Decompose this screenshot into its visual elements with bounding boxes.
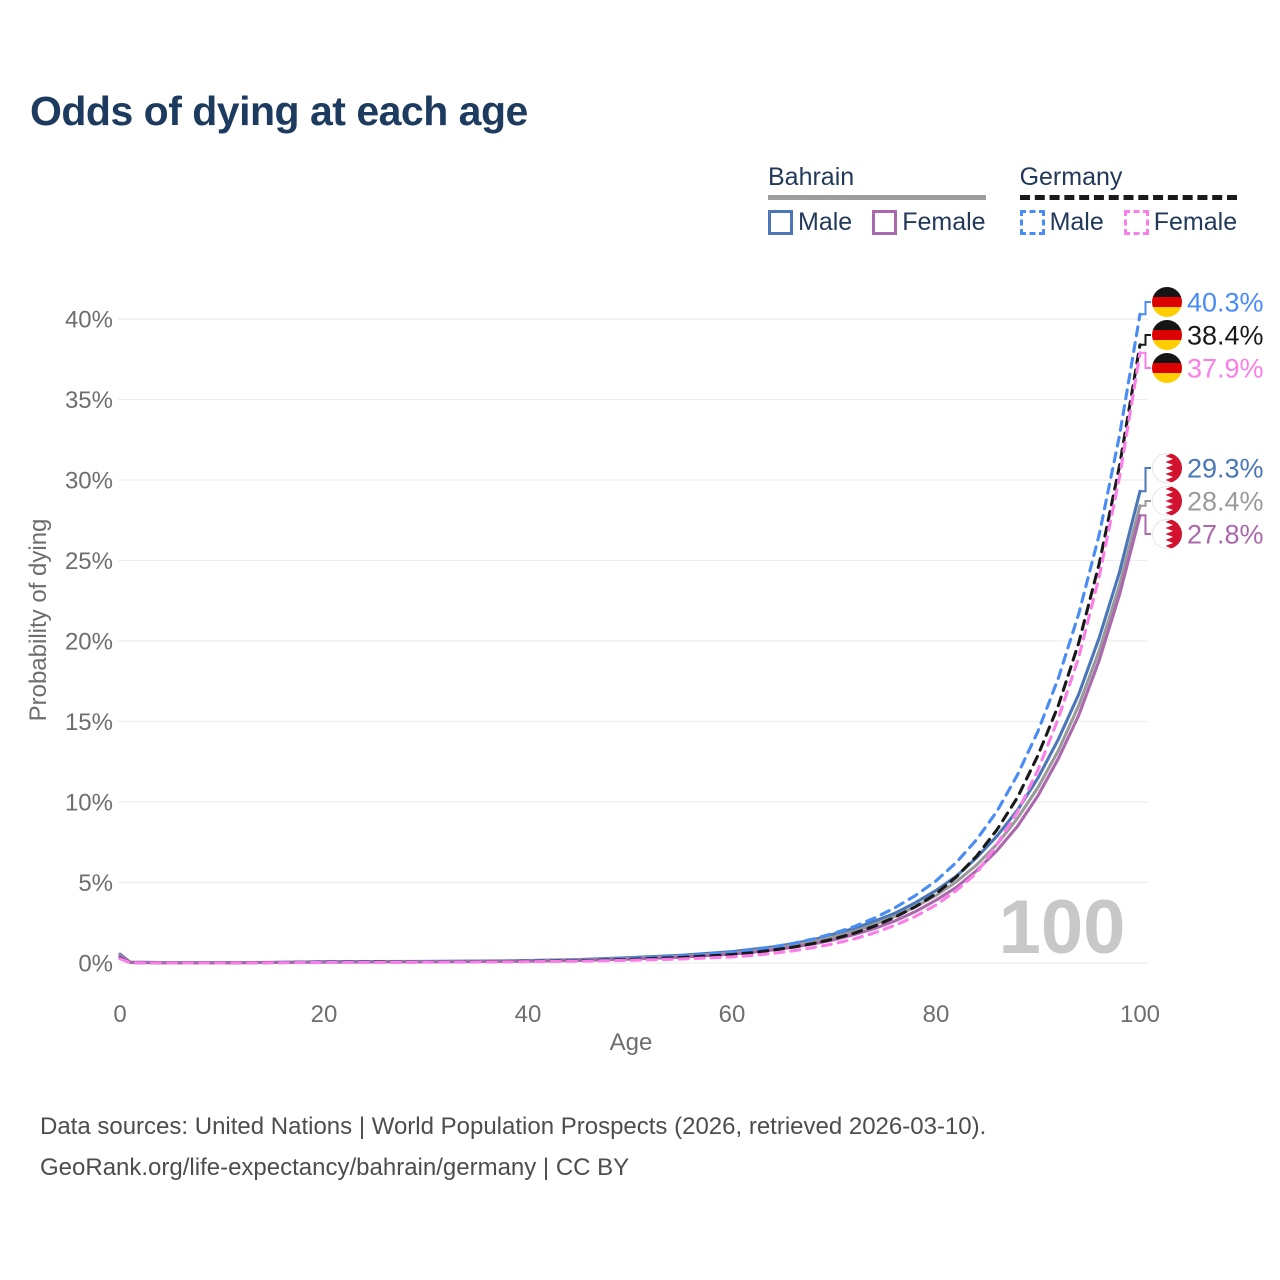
end-value-label-bahrain-male: 29.3% bbox=[1187, 454, 1264, 484]
y-axis-title: Probability of dying bbox=[25, 519, 52, 722]
x-tick-label: 40 bbox=[515, 1001, 542, 1028]
legend-item-bahrain-male[interactable]: Male bbox=[768, 208, 852, 237]
end-value-label-germany-total: 38.4% bbox=[1187, 321, 1264, 351]
legend-label-bahrain-male: Male bbox=[798, 208, 853, 236]
data-source-footer: Data sources: United Nations | World Pop… bbox=[40, 1106, 986, 1188]
age-watermark: 100 bbox=[999, 885, 1126, 970]
end-label-connector-germany-female bbox=[1141, 351, 1151, 369]
x-tick-label: 60 bbox=[719, 1001, 746, 1028]
series-line-germany-male[interactable] bbox=[118, 312, 1142, 965]
bahrain-male-swatch-icon bbox=[768, 210, 793, 235]
bahrain-flag-icon bbox=[1152, 486, 1182, 516]
end-label-connector-bahrain-male bbox=[1141, 467, 1151, 493]
germany-flag-icon bbox=[1152, 320, 1182, 350]
legend-label-germany-male: Male bbox=[1049, 208, 1104, 236]
legend-country-germany[interactable]: Germany bbox=[1019, 163, 1123, 191]
end-label-connector-germany-total bbox=[1141, 334, 1151, 346]
y-tick-label: 40% bbox=[65, 307, 113, 334]
y-tick-label: 30% bbox=[65, 468, 113, 495]
legend-items-bahrain: Male Female bbox=[768, 208, 986, 237]
germany-flag-icon bbox=[1152, 287, 1182, 317]
germany-flag-icon bbox=[1152, 353, 1182, 383]
germany-female-swatch-icon bbox=[1123, 210, 1149, 235]
legend-item-germany-female[interactable]: Female bbox=[1123, 208, 1238, 237]
x-tick-label: 20 bbox=[311, 1001, 338, 1028]
end-label-connector-bahrain-total bbox=[1141, 500, 1151, 507]
end-label-connector-bahrain-female bbox=[1141, 514, 1151, 535]
end-value-label-bahrain-female: 27.8% bbox=[1187, 520, 1264, 550]
y-tick-label: 25% bbox=[65, 548, 113, 575]
series-line-bahrain-total[interactable] bbox=[118, 504, 1142, 965]
germany-male-swatch-icon bbox=[1019, 210, 1045, 235]
y-tick-label: 10% bbox=[65, 790, 113, 817]
bahrain-female-swatch-icon bbox=[872, 210, 898, 235]
x-tick-label: 100 bbox=[1120, 1001, 1160, 1028]
y-tick-label: 15% bbox=[65, 709, 113, 736]
legend-items-germany: Male Female bbox=[1019, 208, 1238, 237]
y-tick-label: 0% bbox=[78, 951, 113, 978]
y-tick-label: 5% bbox=[78, 870, 113, 897]
page-title: Odds of dying at each age bbox=[30, 88, 528, 134]
footer-attribution-line: GeoRank.org/life-expectancy/bahrain/germ… bbox=[40, 1154, 630, 1181]
x-axis-title: Age bbox=[610, 1029, 653, 1056]
x-tick-label: 80 bbox=[923, 1001, 950, 1028]
legend: Bahrain Male Female Germany Male bbox=[768, 163, 1248, 237]
end-label-connector-germany-male bbox=[1141, 301, 1151, 316]
bahrain-flag-icon bbox=[1152, 519, 1182, 549]
legend-label-bahrain-female: Female bbox=[902, 208, 986, 236]
bahrain-flag-icon bbox=[1152, 453, 1182, 483]
legend-item-bahrain-female[interactable]: Female bbox=[872, 208, 986, 237]
germany-line-style-sample bbox=[1019, 195, 1238, 200]
series-line-germany-total[interactable] bbox=[118, 343, 1142, 965]
legend-group-bahrain: Bahrain Male Female bbox=[768, 163, 986, 237]
y-tick-label: 20% bbox=[65, 629, 113, 656]
series-line-bahrain-female[interactable] bbox=[118, 513, 1142, 965]
series-line-germany-female[interactable] bbox=[118, 351, 1142, 965]
end-value-label-germany-male: 40.3% bbox=[1187, 288, 1264, 318]
end-value-label-bahrain-total: 28.4% bbox=[1187, 487, 1264, 517]
footer-sources-line: Data sources: United Nations | World Pop… bbox=[40, 1113, 987, 1140]
legend-label-germany-female: Female bbox=[1153, 208, 1238, 236]
end-value-label-germany-female: 37.9% bbox=[1187, 354, 1264, 384]
legend-country-bahrain[interactable]: Bahrain bbox=[768, 163, 855, 191]
x-tick-label: 0 bbox=[113, 1001, 126, 1028]
legend-item-germany-male[interactable]: Male bbox=[1019, 208, 1104, 237]
bahrain-line-style-sample bbox=[768, 195, 986, 200]
series-line-bahrain-male[interactable] bbox=[118, 489, 1142, 965]
y-tick-label: 35% bbox=[65, 387, 113, 414]
legend-group-germany: Germany Male Female bbox=[1019, 163, 1238, 237]
